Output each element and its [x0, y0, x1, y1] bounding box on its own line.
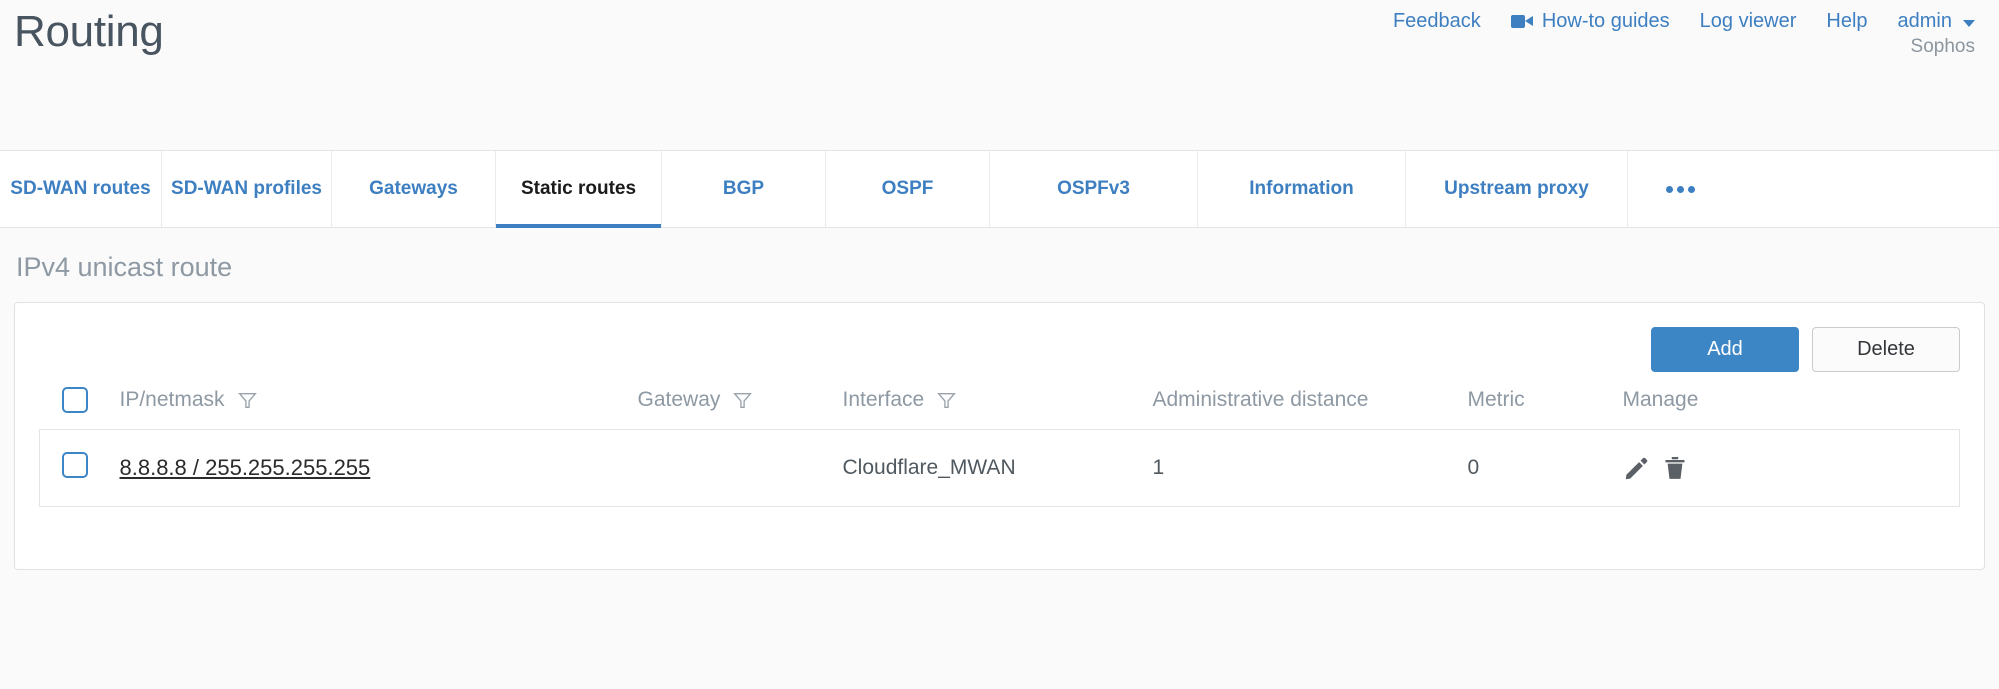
th-ip-netmask: IP/netmask — [118, 381, 638, 430]
section-title: IPv4 unicast route — [16, 252, 233, 282]
table-body: 8.8.8.8 / 255.255.255.255 Cloudflare_MWA… — [39, 429, 1960, 507]
th-metric: Metric — [1468, 381, 1623, 430]
cell-manage — [1622, 429, 1960, 507]
delete-button[interactable]: Delete — [1812, 327, 1960, 372]
user-menu-admin[interactable]: admin — [1898, 10, 1975, 33]
cell-ip-netmask: 8.8.8.8 / 255.255.255.255 — [117, 429, 638, 507]
ellipsis-icon — [1676, 185, 1684, 193]
tab-label: SD-WAN profiles — [171, 178, 322, 199]
cell-metric: 0 — [1467, 429, 1623, 507]
tab-bgp[interactable]: BGP — [662, 151, 826, 227]
page-title: Routing — [14, 7, 164, 56]
th-manage: Manage — [1623, 381, 1960, 430]
th-administrative-distance: Administrative distance — [1153, 381, 1468, 430]
table-toolbar: Add Delete — [39, 303, 1960, 372]
tab-label: OSPF — [881, 178, 934, 199]
th-label: Gateway — [637, 388, 721, 411]
filter-icon[interactable] — [237, 390, 258, 411]
th-label: Interface — [842, 388, 925, 411]
table-header-row: IP/netmask Gateway — [40, 381, 1960, 430]
cell-interface: Cloudflare_MWAN — [842, 429, 1153, 507]
filter-icon[interactable] — [732, 390, 753, 411]
th-label: IP/netmask — [119, 388, 225, 411]
row-checkbox[interactable] — [62, 452, 88, 478]
filter-icon[interactable] — [936, 390, 957, 411]
cell-administrative-distance: 1 — [1152, 429, 1468, 507]
header-link-log-viewer[interactable]: Log viewer — [1700, 10, 1797, 33]
routes-table: IP/netmask Gateway — [39, 381, 1960, 507]
header-link-feedback[interactable]: Feedback — [1393, 10, 1481, 33]
header-links: Feedback How-to guides Log viewer Help a… — [1393, 10, 1975, 33]
page-header: Routing Feedback How-to guides Log viewe… — [0, 0, 1999, 150]
header-link-label: How-to guides — [1541, 10, 1670, 32]
add-button[interactable]: Add — [1651, 327, 1799, 372]
tab-static-routes[interactable]: Static routes — [496, 151, 662, 228]
tab-label: BGP — [722, 178, 765, 199]
tab-gateways[interactable]: Gateways — [332, 151, 496, 227]
th-select-all — [40, 381, 118, 430]
ipv4-unicast-route-card: Add Delete IP/netmask — [14, 302, 1985, 570]
video-camera-icon — [1510, 14, 1533, 29]
select-all-checkbox[interactable] — [61, 387, 88, 413]
tab-label: OSPFv3 — [1057, 178, 1130, 199]
th-label: Manage — [1622, 388, 1699, 411]
main-content: IPv4 unicast route Add Delete — [0, 252, 1999, 570]
tab-bar: SD-WAN routes SD-WAN profiles Gateways S… — [0, 150, 1999, 228]
tab-label: Static routes — [520, 178, 637, 199]
header-link-how-to-guides[interactable]: How-to guides — [1510, 10, 1670, 33]
th-interface: Interface — [843, 381, 1153, 430]
row-select-cell — [39, 429, 118, 507]
tab-ospf[interactable]: OSPF — [826, 151, 990, 227]
tab-label: Information — [1249, 178, 1354, 199]
tab-label: Gateways — [369, 178, 458, 199]
th-gateway: Gateway — [638, 381, 843, 430]
table-header: IP/netmask Gateway — [40, 381, 1960, 430]
tab-information[interactable]: Information — [1198, 151, 1406, 227]
table-row[interactable]: 8.8.8.8 / 255.255.255.255 Cloudflare_MWA… — [39, 429, 1960, 507]
header-link-label: Feedback — [1392, 10, 1481, 32]
cell-gateway — [637, 429, 843, 507]
tab-ospfv3[interactable]: OSPFv3 — [990, 151, 1198, 227]
header-link-label: Log viewer — [1699, 10, 1797, 32]
delete-icon[interactable] — [1662, 455, 1688, 481]
header-link-label: admin — [1897, 10, 1952, 32]
chevron-down-icon — [1963, 20, 1975, 27]
tab-label: SD-WAN routes — [10, 178, 151, 199]
tab-sd-wan-profiles[interactable]: SD-WAN profiles — [162, 151, 332, 227]
tab-upstream-proxy[interactable]: Upstream proxy — [1406, 151, 1628, 227]
tab-overflow-menu[interactable] — [1628, 151, 1732, 227]
th-label: Metric — [1467, 388, 1525, 411]
ellipsis-icon — [1665, 185, 1673, 193]
tab-sd-wan-routes[interactable]: SD-WAN routes — [0, 151, 162, 227]
ellipsis-icon — [1687, 185, 1695, 193]
th-label: Administrative distance — [1152, 388, 1369, 411]
ip-netmask-link[interactable]: 8.8.8.8 / 255.255.255.255 — [119, 455, 371, 480]
header-link-help[interactable]: Help — [1826, 10, 1867, 33]
edit-icon[interactable] — [1623, 455, 1650, 482]
tab-label: Upstream proxy — [1444, 178, 1589, 199]
tenant-name: Sophos — [1910, 36, 1975, 57]
header-link-label: Help — [1826, 10, 1868, 32]
